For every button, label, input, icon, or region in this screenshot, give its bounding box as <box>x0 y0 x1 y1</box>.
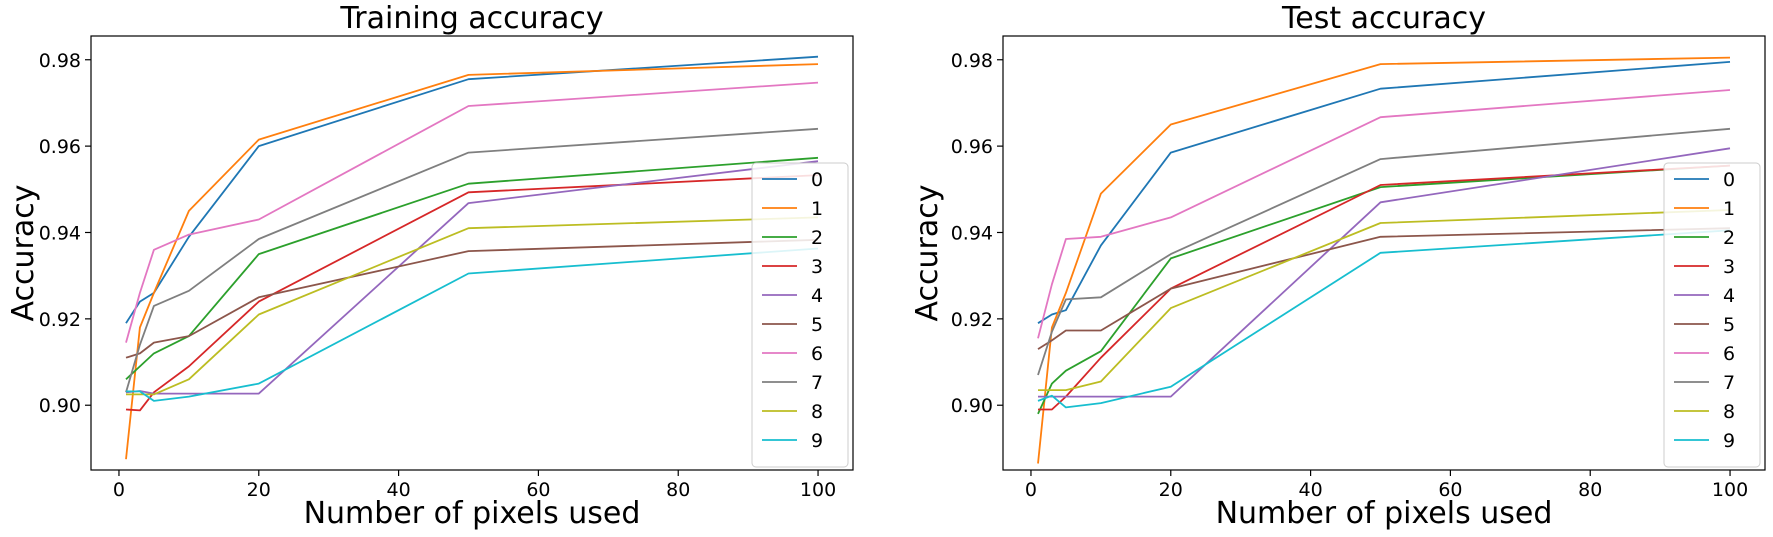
x-tick-label: 80 <box>1578 479 1602 501</box>
series-line-3 <box>125 174 819 412</box>
y-tick-label: 0.90 <box>951 395 993 417</box>
legend-label-1: 1 <box>1723 198 1735 220</box>
x-tick-label: 20 <box>247 479 271 501</box>
legend-label-0: 0 <box>811 169 823 191</box>
legend: 0 1 2 3 4 5 6 7 8 9 <box>1663 162 1761 468</box>
y-axis-label: Accuracy <box>910 185 945 322</box>
series-line-9 <box>1037 229 1731 409</box>
legend-label-8: 8 <box>1723 401 1735 423</box>
y-tick-label: 0.96 <box>951 136 993 158</box>
series-group <box>125 55 819 460</box>
x-tick-label: 40 <box>1299 479 1323 501</box>
series-line-1 <box>1037 56 1731 464</box>
chart-panel-1: 0 20 40 60 80 1000.900.920.940.960.98Training… <box>6 1 854 531</box>
legend: 0 1 2 3 4 5 6 7 8 9 <box>751 162 849 468</box>
legend-label-3: 3 <box>811 256 823 278</box>
y-axis-label: Accuracy <box>6 185 41 322</box>
legend-label-4: 4 <box>1723 285 1735 307</box>
x-tick-label: 0 <box>1025 479 1037 501</box>
chart-title: Training accuracy <box>339 1 603 36</box>
series-line-5 <box>1037 227 1731 350</box>
legend-label-2: 2 <box>1723 227 1735 249</box>
legend-label-2: 2 <box>811 227 823 249</box>
legend-box <box>1663 162 1761 468</box>
legend-label-6: 6 <box>811 343 823 365</box>
legend-label-0: 0 <box>1723 169 1735 191</box>
legend-label-9: 9 <box>811 430 823 452</box>
series-group <box>1037 56 1731 464</box>
series-line-2 <box>125 156 819 380</box>
x-tick-label: 100 <box>1712 479 1748 501</box>
series-line-0 <box>1037 61 1731 324</box>
x-tick-label: 20 <box>1159 479 1183 501</box>
y-tick-label: 0.96 <box>39 136 81 158</box>
legend-box <box>751 162 849 468</box>
legend-label-9: 9 <box>1723 430 1735 452</box>
series-line-6 <box>125 81 819 343</box>
series-line-4 <box>125 160 819 395</box>
legend-label-6: 6 <box>1723 343 1735 365</box>
axes-frame <box>90 35 854 471</box>
x-axis-label: Number of pixels used <box>304 496 641 531</box>
x-tick-label: 60 <box>1438 479 1462 501</box>
series-line-7 <box>1037 127 1731 376</box>
x-tick-label: 80 <box>666 479 690 501</box>
series-line-2 <box>1037 164 1731 415</box>
series-line-9 <box>126 247 819 402</box>
series-line-8 <box>1038 209 1731 392</box>
legend-label-3: 3 <box>1723 256 1735 278</box>
x-tick-label: 40 <box>387 479 411 501</box>
y-tick-label: 0.94 <box>39 222 81 244</box>
series-line-1 <box>125 63 819 460</box>
legend-label-8: 8 <box>811 401 823 423</box>
x-tick-label: 0 <box>113 479 125 501</box>
legend-label-7: 7 <box>811 372 823 394</box>
legend-label-1: 1 <box>811 198 823 220</box>
series-line-7 <box>125 127 819 393</box>
y-tick-label: 0.92 <box>39 309 81 331</box>
axes-frame <box>1002 35 1766 471</box>
series-line-3 <box>1038 164 1731 411</box>
legend-label-5: 5 <box>1723 314 1735 336</box>
x-tick-label: 100 <box>800 479 836 501</box>
legend-label-4: 4 <box>811 285 823 307</box>
legend-label-7: 7 <box>1723 372 1735 394</box>
series-line-6 <box>1037 89 1731 339</box>
x-tick-label: 60 <box>526 479 550 501</box>
chart-title: Test accuracy <box>1281 1 1486 36</box>
series-line-8 <box>126 216 819 396</box>
x-axis-label: Number of pixels used <box>1216 496 1553 531</box>
y-tick-label: 0.94 <box>951 222 993 244</box>
y-tick-label: 0.98 <box>951 50 993 72</box>
y-tick-label: 0.90 <box>39 395 81 417</box>
series-line-5 <box>125 238 819 359</box>
series-line-0 <box>125 55 819 324</box>
legend-label-5: 5 <box>811 314 823 336</box>
y-tick-label: 0.92 <box>951 309 993 331</box>
y-tick-label: 0.98 <box>39 50 81 72</box>
